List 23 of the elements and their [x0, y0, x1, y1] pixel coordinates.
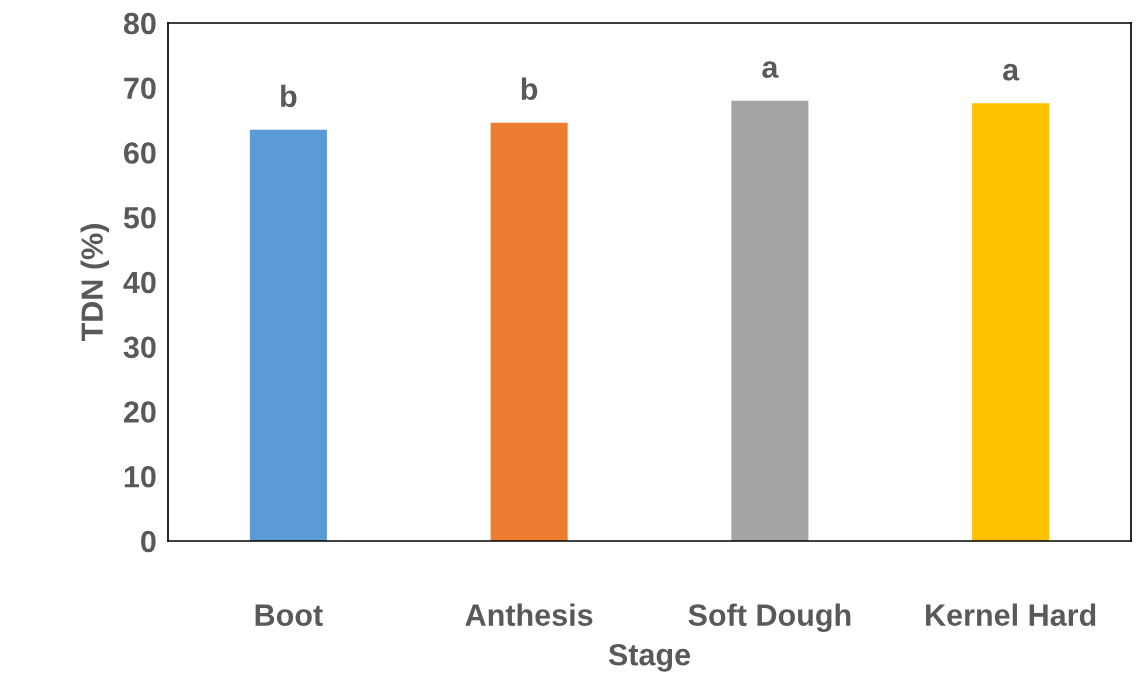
annotation: a [1003, 63, 1020, 81]
y-tick-label: 70 [124, 77, 156, 100]
x-tick-label: Soft Dough [688, 603, 851, 633]
x-tick-label: Kernel Hard [926, 603, 1096, 626]
y-tick-label: 80 [123, 12, 156, 35]
annotation: b [281, 84, 297, 108]
bar [972, 103, 1050, 541]
annotation: b [521, 77, 538, 101]
y-tick-label: 10 [124, 465, 156, 488]
x-axis-title: Stage [608, 643, 691, 672]
y-tick-label: 20 [123, 401, 156, 423]
bar [731, 100, 809, 541]
y-tick-label: 0 [141, 530, 156, 553]
y-tick-label: 40 [123, 271, 156, 294]
bar [490, 122, 568, 541]
bar [249, 129, 327, 541]
y-tick-label: 50 [123, 206, 156, 229]
annotation: a [762, 61, 779, 78]
y-tick-label: 30 [123, 336, 156, 359]
y-tick-label: 60 [124, 142, 156, 164]
x-tick-label: Boot [255, 604, 323, 626]
y-axis-title: TDN (%) [80, 224, 110, 342]
x-tick-label: Anthesis [465, 603, 593, 626]
